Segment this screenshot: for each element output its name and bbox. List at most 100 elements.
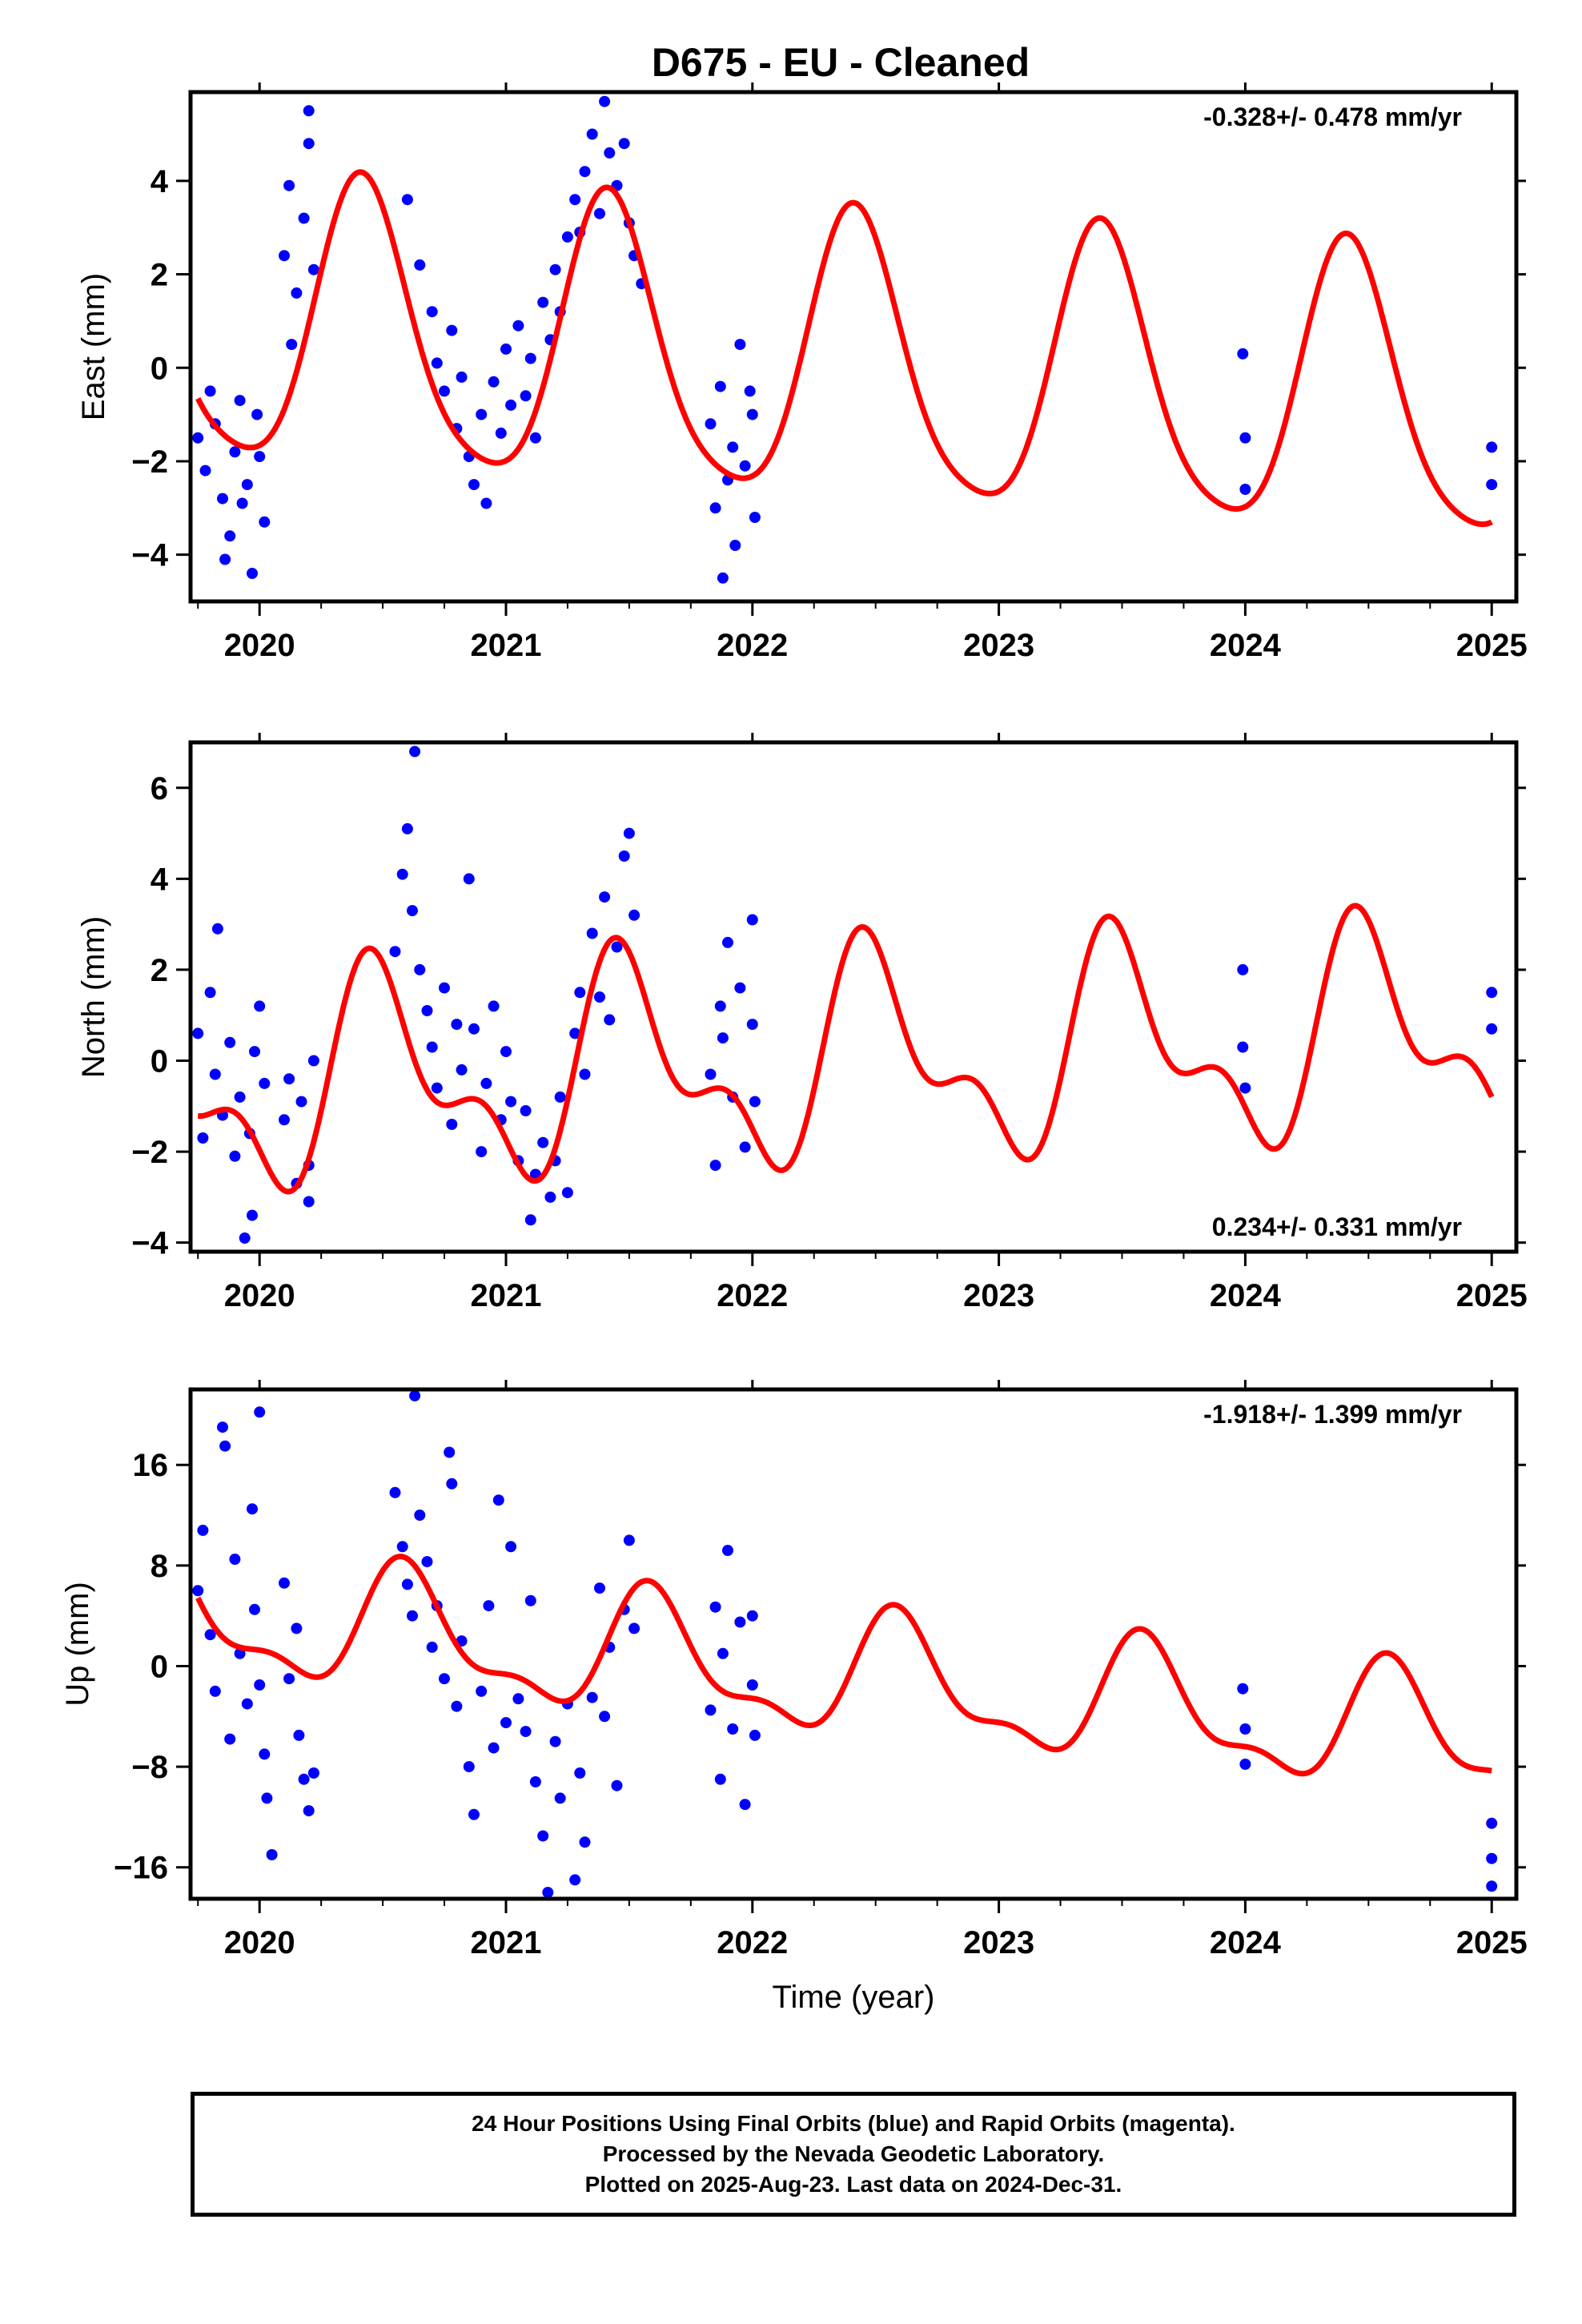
up-data-point bbox=[389, 1486, 401, 1498]
east-data-point bbox=[579, 166, 591, 178]
up-data-point bbox=[217, 1421, 228, 1433]
north-data-point bbox=[1486, 1023, 1498, 1035]
east-data-point bbox=[594, 207, 605, 219]
up-data-point bbox=[266, 1849, 278, 1860]
up-data-point bbox=[1237, 1683, 1249, 1695]
north-data-point bbox=[426, 1041, 438, 1053]
north-data-point bbox=[574, 987, 586, 999]
north-data-point bbox=[618, 850, 630, 862]
up-data-point bbox=[505, 1541, 517, 1553]
east-data-point bbox=[586, 128, 598, 140]
up-data-point bbox=[192, 1585, 204, 1597]
east-data-point bbox=[709, 502, 721, 514]
east-data-point bbox=[749, 512, 761, 523]
north-data-point bbox=[722, 936, 733, 948]
footer-note-box: 24 Hour Positions Using Final Orbits (bl… bbox=[191, 2092, 1516, 2217]
east-data-point bbox=[1239, 432, 1251, 444]
up-y-tick-label: 8 bbox=[151, 1549, 168, 1584]
up-x-tick-label: 2022 bbox=[717, 1925, 788, 1960]
up-panel: 2020 2021 2022 2023 2024 2025 −16 −8 0 8 16 Up (mm)… bbox=[60, 1380, 1528, 2015]
up-data-point bbox=[512, 1693, 524, 1705]
up-data-point bbox=[727, 1723, 739, 1735]
north-data-point bbox=[579, 1068, 591, 1080]
east-data-point bbox=[303, 138, 315, 150]
east-data-point bbox=[604, 147, 616, 159]
up-data-point bbox=[444, 1446, 456, 1458]
up-data-point bbox=[219, 1440, 231, 1452]
north-data-point bbox=[705, 1068, 717, 1080]
east-data-point bbox=[217, 493, 228, 505]
north-data-point bbox=[749, 1096, 761, 1108]
up-data-point bbox=[1486, 1880, 1498, 1892]
up-data-point bbox=[739, 1799, 751, 1811]
up-data-point bbox=[520, 1726, 532, 1738]
east-data-point bbox=[283, 179, 295, 191]
north-data-point bbox=[1237, 963, 1249, 975]
up-data-point bbox=[298, 1773, 310, 1785]
east-axis-label: East (mm) bbox=[76, 273, 111, 420]
north-data-point bbox=[239, 1232, 251, 1244]
up-data-point bbox=[749, 1729, 761, 1741]
north-data-point bbox=[599, 891, 611, 903]
north-x-tick-label: 2021 bbox=[471, 1278, 542, 1313]
up-data-point bbox=[224, 1733, 236, 1745]
up-data-point bbox=[1486, 1817, 1498, 1829]
east-data-point bbox=[298, 212, 310, 224]
up-data-point bbox=[611, 1779, 623, 1791]
north-data-point bbox=[739, 1141, 751, 1153]
east-data-point bbox=[1486, 479, 1498, 491]
east-y-tick-label: 4 bbox=[151, 164, 169, 199]
up-data-point bbox=[249, 1603, 260, 1615]
up-data-point bbox=[421, 1556, 433, 1568]
up-data-point bbox=[746, 1610, 758, 1622]
north-y-tick-label: −2 bbox=[131, 1135, 168, 1170]
north-data-point bbox=[229, 1150, 241, 1162]
up-data-point bbox=[407, 1610, 418, 1622]
north-data-point bbox=[628, 909, 640, 921]
up-data-point bbox=[529, 1776, 541, 1787]
east-data-point bbox=[512, 320, 524, 332]
up-x-tick-label: 2023 bbox=[963, 1925, 1034, 1960]
east-data-point bbox=[705, 418, 717, 430]
up-data-point bbox=[537, 1830, 549, 1842]
up-data-point bbox=[414, 1510, 426, 1521]
east-data-point bbox=[729, 540, 741, 551]
x-axis-label: Time (year) bbox=[773, 1980, 935, 2015]
north-y-tick-label: 4 bbox=[151, 862, 169, 897]
up-data-point bbox=[574, 1767, 586, 1779]
east-data-point bbox=[456, 371, 468, 383]
east-data-point bbox=[286, 339, 298, 351]
up-model-curve bbox=[195, 1554, 1494, 1777]
east-data-point bbox=[480, 497, 492, 509]
north-data-point bbox=[197, 1132, 209, 1144]
north-data-point bbox=[303, 1196, 315, 1208]
up-data-point bbox=[254, 1679, 266, 1691]
north-data-point bbox=[279, 1114, 290, 1126]
up-x-tick-label: 2021 bbox=[471, 1925, 542, 1960]
up-data-point bbox=[293, 1729, 305, 1741]
up-data-point bbox=[446, 1478, 458, 1490]
east-y-tick-label: 2 bbox=[151, 258, 168, 293]
north-data-point bbox=[709, 1160, 721, 1172]
east-data-point bbox=[549, 263, 561, 275]
east-data-point bbox=[426, 306, 438, 318]
up-data-point bbox=[746, 1679, 758, 1691]
up-x-tick-label: 2025 bbox=[1456, 1925, 1528, 1960]
east-x-tick-label: 2022 bbox=[717, 628, 788, 663]
north-frame bbox=[188, 740, 1519, 1254]
up-data-point bbox=[303, 1805, 315, 1817]
up-plot-area bbox=[192, 1389, 1498, 1899]
north-data-point bbox=[480, 1077, 492, 1089]
north-data-point bbox=[554, 1091, 566, 1103]
up-y-tick-label: −16 bbox=[114, 1851, 168, 1886]
north-data-point bbox=[254, 1000, 266, 1012]
north-data-point bbox=[586, 927, 598, 939]
up-data-point bbox=[426, 1641, 438, 1653]
east-data-point bbox=[529, 432, 541, 444]
east-model-curve bbox=[195, 169, 1494, 528]
east-data-point bbox=[199, 464, 211, 476]
up-data-point bbox=[492, 1494, 504, 1506]
north-data-point bbox=[476, 1146, 488, 1158]
east-data-point bbox=[569, 194, 581, 206]
north-data-point bbox=[569, 1027, 581, 1039]
